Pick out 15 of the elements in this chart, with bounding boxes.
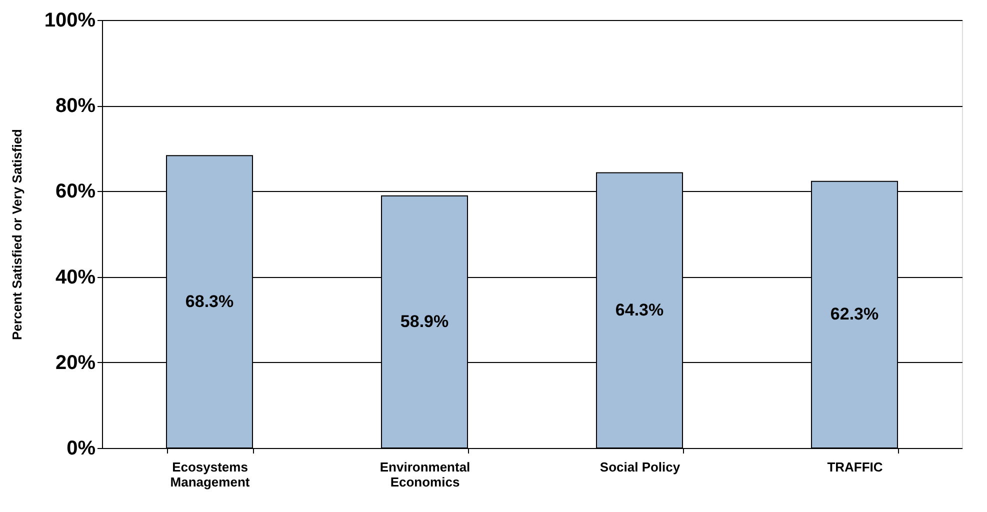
y-tick-label: 20%	[55, 352, 96, 374]
y-tick-label: 60%	[55, 180, 96, 203]
y-tick-label: 40%	[55, 266, 96, 288]
data-label: 58.9%	[400, 312, 449, 331]
x-tick-label: Ecosystems Management	[170, 460, 250, 490]
x-tick-label: Social Policy	[600, 460, 681, 474]
data-label: 64.3%	[615, 300, 664, 320]
data-label: 62.3%	[830, 304, 879, 324]
y-tick-label: 100%	[44, 10, 96, 32]
data-label: 68.3%	[185, 292, 234, 311]
y-tick-label: 0%	[66, 438, 96, 460]
y-tick-label: 80%	[55, 95, 96, 118]
x-tick-label: Environmental Economics	[380, 460, 470, 490]
x-tick-label: TRAFFIC	[827, 460, 884, 474]
y-axis-title: Percent Satisfied or Very Satisfied	[9, 128, 24, 340]
